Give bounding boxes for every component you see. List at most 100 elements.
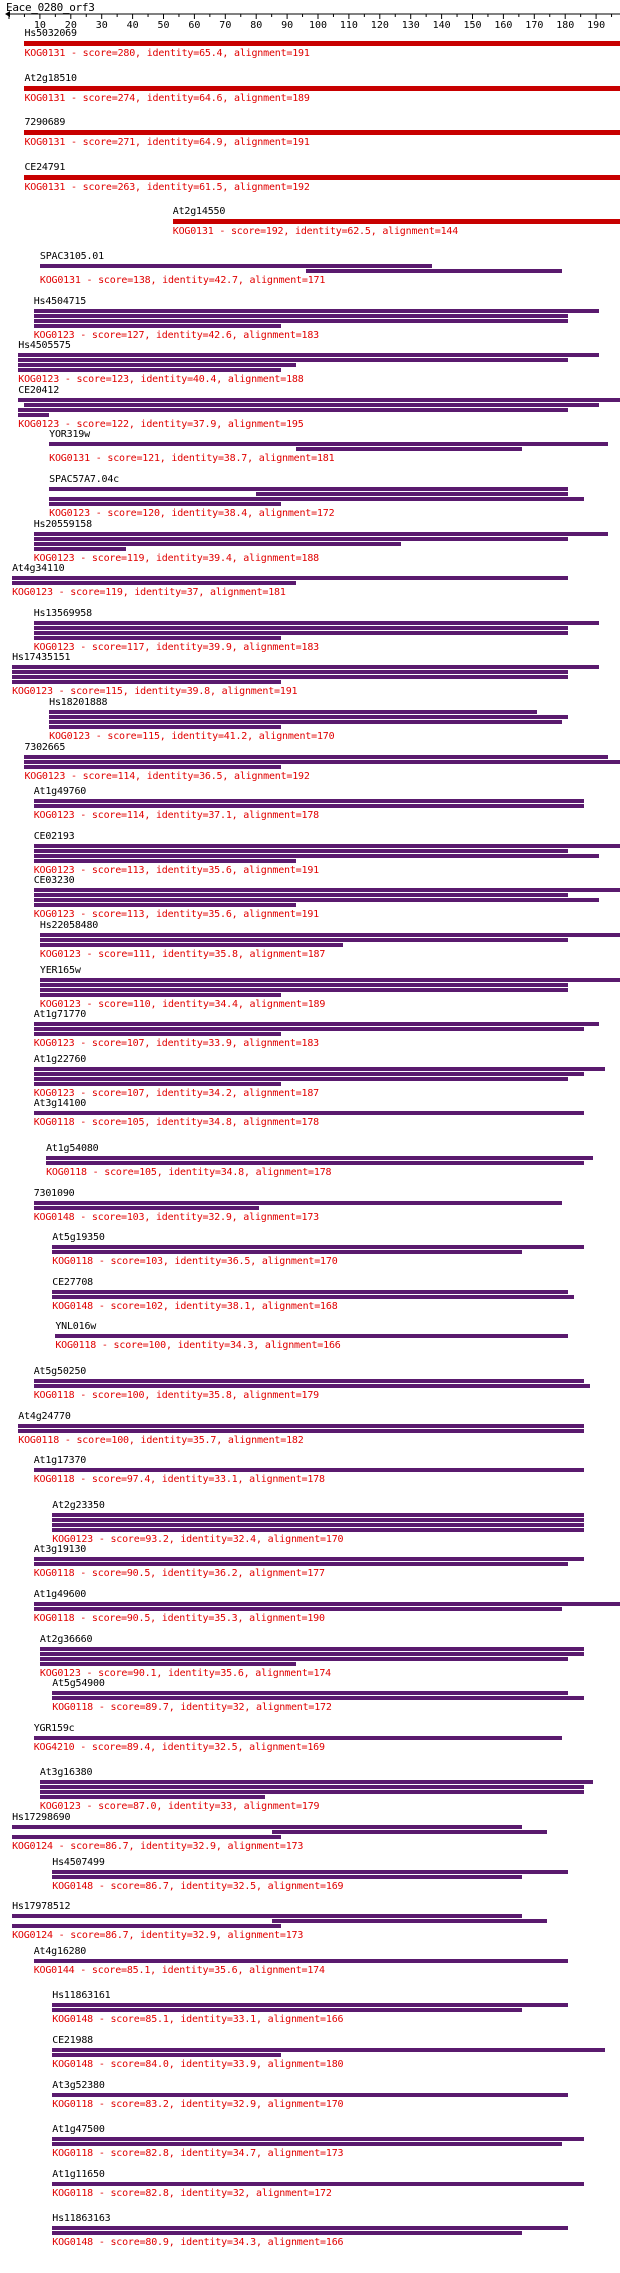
alignment-segment-bar[interactable] — [12, 1835, 281, 1839]
alignment-segment-bar[interactable] — [33, 898, 600, 903]
hit-name[interactable]: At1g47500 — [52, 2124, 105, 2136]
hit-name[interactable]: At2g18510 — [24, 72, 77, 84]
alignment-segment-bar[interactable] — [12, 665, 600, 670]
alignment-segment-bar[interactable] — [271, 1830, 547, 1834]
alignment-segment-bar[interactable] — [33, 853, 600, 858]
alignment-segment-bar[interactable] — [39, 1656, 569, 1661]
hit-name[interactable]: Hs11863163 — [52, 2213, 111, 2225]
hit-name[interactable]: Hs4507499 — [52, 1856, 105, 1868]
hit-name[interactable]: Hs4504715 — [33, 295, 87, 307]
alignment-segment-bar[interactable] — [33, 1562, 569, 1567]
hit-name[interactable]: Hs18201888 — [49, 697, 108, 708]
alignment-segment-bar[interactable] — [39, 943, 343, 947]
hit-name[interactable]: CE02193 — [33, 830, 75, 842]
alignment-segment-bar[interactable] — [33, 630, 569, 635]
alignment-segment-bar[interactable] — [33, 323, 281, 328]
alignment-segment-bar[interactable] — [52, 1869, 569, 1874]
alignment-segment-bar[interactable] — [33, 1200, 563, 1205]
alignment-segment-bar[interactable] — [52, 1696, 584, 1701]
hit-name[interactable]: At1g71770 — [33, 1009, 87, 1021]
alignment-segment-bar[interactable] — [24, 130, 620, 136]
alignment-segment-bar[interactable] — [24, 402, 600, 407]
alignment-segment-bar[interactable] — [52, 2181, 584, 2186]
hit-name[interactable]: SPAC57A7.04c — [49, 474, 120, 485]
alignment-segment-bar[interactable] — [24, 41, 620, 46]
alignment-segment-bar[interactable] — [39, 1785, 584, 1790]
alignment-segment-bar[interactable] — [33, 893, 569, 898]
alignment-segment-bar[interactable] — [52, 1294, 575, 1299]
alignment-segment-bar[interactable] — [33, 1032, 281, 1037]
hit-name[interactable]: At5g50250 — [33, 1366, 87, 1377]
alignment-segment-bar[interactable] — [52, 1527, 584, 1532]
alignment-segment-bar[interactable] — [172, 219, 620, 225]
hit-name[interactable]: CE03230 — [33, 875, 75, 887]
alignment-segment-bar[interactable] — [305, 269, 563, 273]
alignment-segment-bar[interactable] — [18, 358, 569, 363]
hit-name[interactable]: Hs17298690 — [12, 1812, 71, 1823]
alignment-segment-bar[interactable] — [52, 2231, 522, 2236]
alignment-segment-bar[interactable] — [52, 2137, 584, 2142]
alignment-segment-bar[interactable] — [18, 412, 50, 417]
alignment-segment-bar[interactable] — [33, 804, 584, 809]
alignment-segment-bar[interactable] — [18, 397, 620, 402]
alignment-segment-bar[interactable] — [39, 992, 281, 997]
alignment-segment-bar[interactable] — [49, 710, 538, 714]
hit-name[interactable]: YER165w — [39, 964, 81, 976]
alignment-segment-bar[interactable] — [33, 1384, 590, 1388]
alignment-segment-bar[interactable] — [52, 2142, 563, 2147]
alignment-segment-bar[interactable] — [39, 977, 620, 982]
alignment-segment-bar[interactable] — [33, 1066, 606, 1071]
alignment-segment-bar[interactable] — [33, 1111, 584, 1116]
hit-name[interactable]: Hs17435151 — [12, 652, 71, 664]
alignment-segment-bar[interactable] — [33, 313, 569, 318]
alignment-segment-bar[interactable] — [39, 1780, 593, 1785]
alignment-segment-bar[interactable] — [33, 799, 584, 804]
alignment-segment-bar[interactable] — [33, 635, 281, 640]
hit-name[interactable]: At1g22760 — [33, 1053, 87, 1065]
alignment-segment-bar[interactable] — [296, 447, 522, 452]
hit-name[interactable]: CE24791 — [24, 161, 66, 173]
hit-name[interactable]: At3g16380 — [39, 1767, 93, 1779]
alignment-segment-bar[interactable] — [33, 1022, 600, 1027]
hit-name[interactable]: CE20412 — [18, 384, 60, 396]
hit-name[interactable]: At1g49760 — [33, 786, 87, 798]
alignment-segment-bar[interactable] — [18, 1428, 584, 1433]
alignment-segment-bar[interactable] — [52, 2008, 522, 2013]
alignment-segment-bar[interactable] — [33, 1468, 584, 1473]
alignment-segment-bar[interactable] — [12, 581, 297, 586]
alignment-segment-bar[interactable] — [12, 1924, 281, 1929]
alignment-segment-bar[interactable] — [52, 1522, 584, 1527]
hit-name[interactable]: At3g52380 — [52, 2079, 105, 2091]
alignment-segment-bar[interactable] — [39, 1661, 297, 1666]
hit-name[interactable]: CE21988 — [52, 2035, 93, 2046]
hit-name[interactable]: At1g54080 — [46, 1143, 99, 1154]
hit-name[interactable]: At4g24770 — [18, 1410, 71, 1422]
hit-name[interactable]: Hs5032069 — [24, 28, 77, 39]
alignment-segment-bar[interactable] — [33, 1071, 584, 1076]
alignment-segment-bar[interactable] — [52, 1691, 569, 1696]
hit-name[interactable]: At4g34110 — [12, 563, 65, 575]
alignment-segment-bar[interactable] — [52, 1250, 522, 1255]
hit-name[interactable]: CE27708 — [52, 1276, 93, 1288]
alignment-segment-bar[interactable] — [33, 536, 569, 541]
alignment-segment-bar[interactable] — [12, 670, 569, 675]
hit-name[interactable]: At2g14550 — [172, 206, 226, 218]
alignment-segment-bar[interactable] — [33, 1607, 563, 1611]
alignment-segment-bar[interactable] — [256, 492, 569, 496]
alignment-segment-bar[interactable] — [24, 754, 609, 759]
alignment-segment-bar[interactable] — [49, 497, 584, 501]
alignment-segment-bar[interactable] — [12, 680, 281, 685]
hit-name[interactable]: Hs11863161 — [52, 1990, 111, 2002]
hit-name[interactable]: At3g14100 — [33, 1098, 87, 1110]
alignment-segment-bar[interactable] — [49, 442, 609, 447]
alignment-segment-bar[interactable] — [18, 407, 569, 412]
alignment-segment-bar[interactable] — [52, 1874, 522, 1879]
alignment-segment-bar[interactable] — [49, 502, 281, 506]
alignment-segment-bar[interactable] — [39, 933, 620, 937]
alignment-segment-bar[interactable] — [39, 1795, 266, 1800]
hit-name[interactable]: At1g11650 — [52, 2168, 105, 2180]
alignment-segment-bar[interactable] — [33, 848, 569, 853]
hit-name[interactable]: At2g23350 — [52, 1499, 105, 1511]
alignment-segment-bar[interactable] — [24, 174, 620, 180]
alignment-segment-bar[interactable] — [33, 541, 402, 546]
